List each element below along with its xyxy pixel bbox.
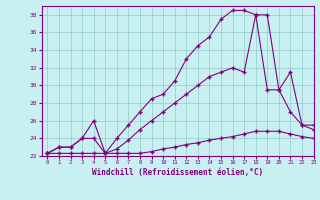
X-axis label: Windchill (Refroidissement éolien,°C): Windchill (Refroidissement éolien,°C) xyxy=(92,168,263,177)
